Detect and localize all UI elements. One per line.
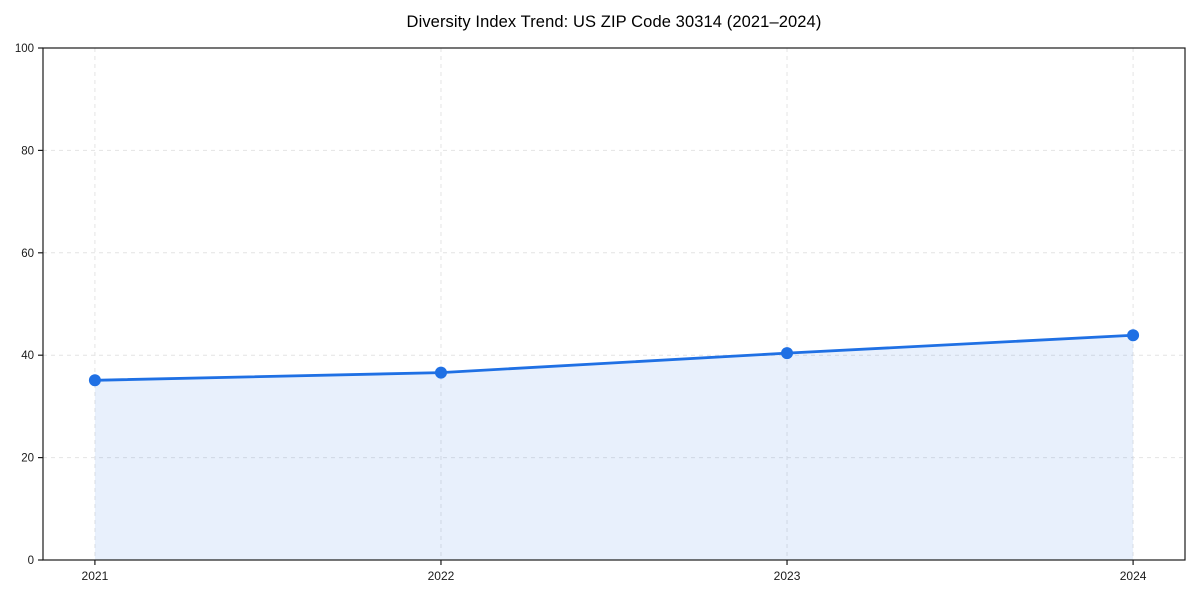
trend-line xyxy=(93,333,1135,382)
y-tick-label: 60 xyxy=(21,248,34,260)
x-tick-label: 2021 xyxy=(82,569,109,583)
y-tick-label: 0 xyxy=(28,555,34,567)
y-tick-label: 100 xyxy=(15,43,34,55)
x-tick-label: 2023 xyxy=(774,569,801,583)
plot-border xyxy=(42,47,1186,561)
x-tick-label: 2024 xyxy=(1120,569,1147,583)
data-point-marker-2023 xyxy=(781,347,794,360)
y-tick-label: 40 xyxy=(21,350,34,362)
y-tick-label: 80 xyxy=(21,145,34,157)
chart-title: Diversity Index Trend: US ZIP Code 30314… xyxy=(406,13,822,31)
data-point-marker-2021 xyxy=(88,374,101,387)
data-point-marker-2022 xyxy=(434,366,447,379)
y-tick-label: 20 xyxy=(21,453,34,465)
x-tick-label: 2022 xyxy=(428,569,455,583)
data-point-marker-2024 xyxy=(1127,329,1140,342)
area-fill xyxy=(94,335,1134,560)
